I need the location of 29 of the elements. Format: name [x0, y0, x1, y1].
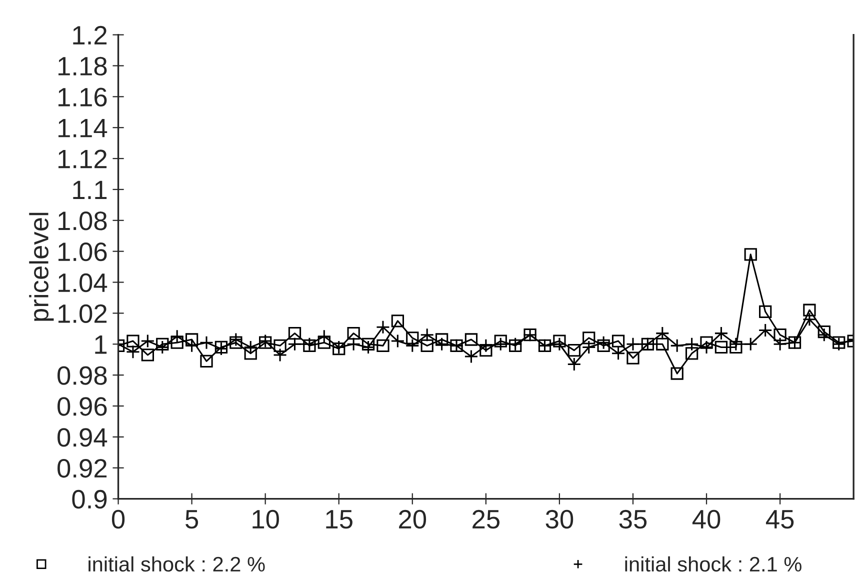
y-tick-label: 1.14	[58, 119, 108, 138]
y-tick-label: 0.94	[58, 428, 108, 447]
y-tick-label: 0.92	[58, 459, 107, 478]
legend-label: initial shock : 2.2 %	[88, 556, 265, 572]
y-tick-label: 1	[95, 336, 107, 354]
y-tick-label: 0.98	[58, 366, 107, 385]
x-tick-label: 20	[399, 510, 426, 529]
y-tick-label: 1.12	[58, 150, 107, 168]
x-tick-label: 10	[252, 510, 279, 529]
x-tick-label: 35	[619, 510, 647, 529]
y-tick-label: 0.9	[72, 490, 107, 509]
y-tick-label: 1.02	[58, 304, 107, 324]
x-tick-label: 25	[472, 510, 500, 529]
x-tick-label: 40	[692, 510, 720, 529]
y-tick-label: 1.04	[58, 273, 108, 292]
y-tick-label: 1.08	[58, 212, 107, 230]
y-axis-title: pricelevel	[29, 212, 54, 321]
x-tick-label: 15	[326, 510, 352, 529]
y-tick-label: 1.1	[73, 180, 107, 200]
y-tick-label: 0.96	[58, 397, 107, 416]
y-tick-label: 1.16	[58, 88, 107, 106]
y-tick-label: 1.06	[58, 242, 107, 262]
x-tick-label: 30	[546, 510, 574, 529]
x-tick-label: 45	[766, 510, 794, 529]
x-tick-label: 0	[112, 510, 125, 529]
y-tick-label: 1.2	[73, 26, 107, 44]
x-tick-label: 5	[186, 510, 198, 529]
legend-label: initial shock : 2.1 %	[625, 556, 802, 572]
y-tick-label: 1.18	[58, 56, 107, 76]
